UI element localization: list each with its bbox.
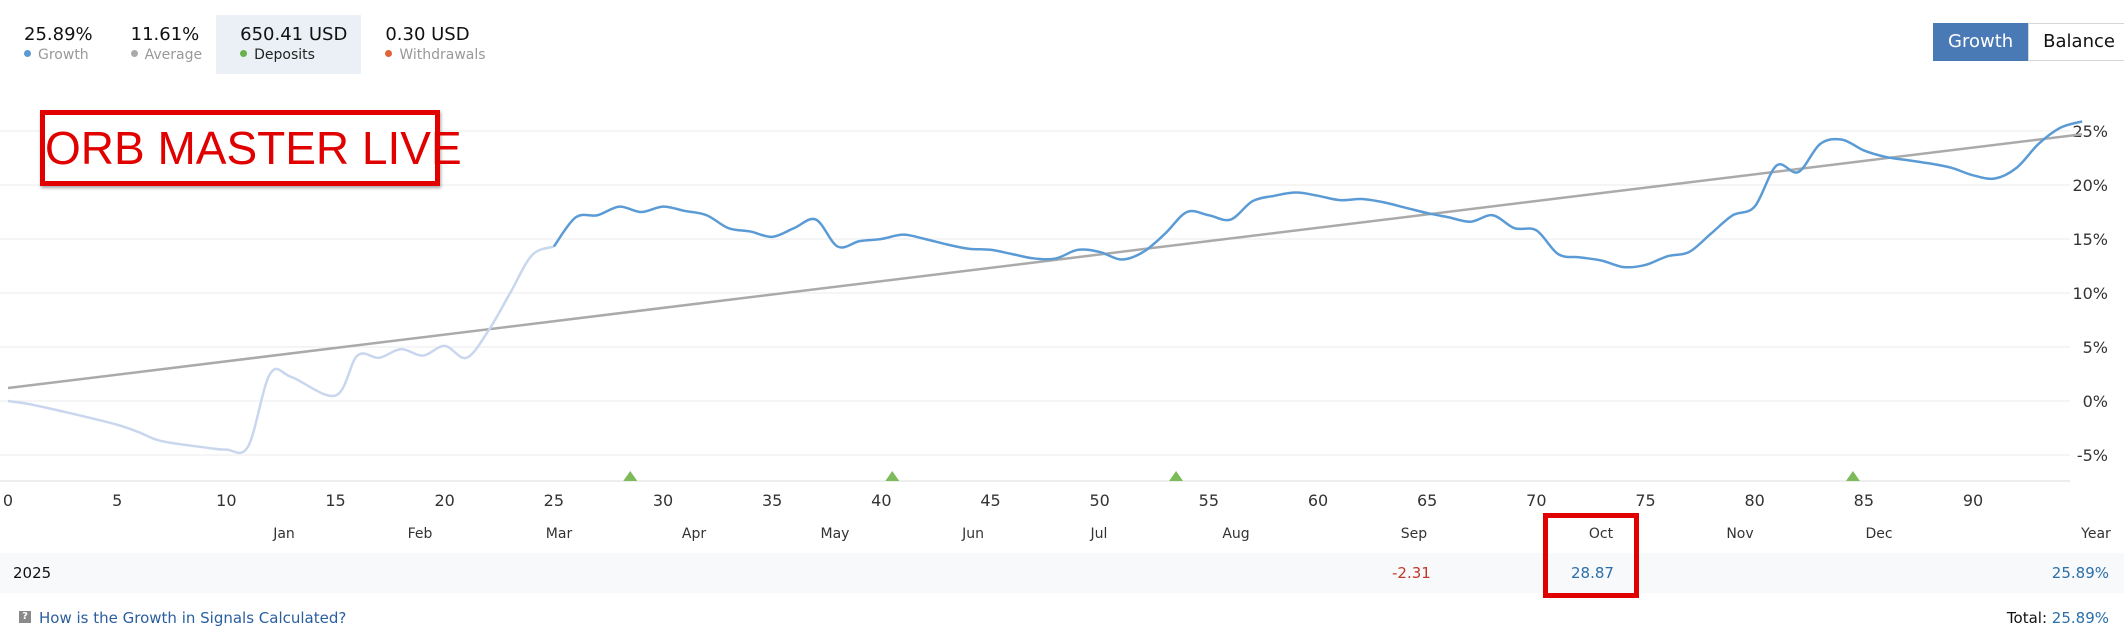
y-tick-label: 5% [2083, 338, 2108, 357]
balance-toggle-button[interactable]: Balance [2028, 23, 2124, 61]
x-tick-label: 20 [434, 491, 454, 510]
summary-year: 2025 [13, 564, 52, 582]
deposit-marker [1845, 471, 1860, 481]
stat-average-label: Average [144, 47, 203, 63]
stat-growth[interactable]: 25.89% Growth [0, 15, 107, 74]
x-tick-label: 30 [653, 491, 673, 510]
month-label-feb: Feb [408, 526, 433, 542]
growth-calculation-help-link[interactable]: How is the Growth in Signals Calculated? [39, 609, 347, 627]
average-trend-line [7, 132, 2083, 390]
x-tick-label: 35 [762, 491, 782, 510]
month-label-aug: Aug [1222, 526, 1249, 542]
stats-bar: 25.89% Growth 11.61% Average 650.41 USD … [0, 15, 500, 74]
month-label-mar: Mar [546, 526, 573, 542]
y-axis-ticks: -5% 0% 5% 10% 15% 20% 25% [2072, 122, 2108, 465]
total-label: Total: [2006, 609, 2048, 627]
x-tick-label: 0 [3, 491, 13, 510]
average-dot-icon [130, 50, 138, 57]
stat-withdrawals-label: Withdrawals [399, 47, 486, 63]
oct-highlight-box [1543, 513, 1639, 598]
deposit-marker [1169, 471, 1184, 481]
stat-withdrawals-value: 0.30 USD [385, 24, 470, 45]
growth-line-early [7, 245, 555, 455]
x-tick-label: 10 [216, 491, 236, 510]
x-tick-label: 85 [1854, 491, 1874, 510]
stat-growth-value: 25.89% [24, 24, 93, 45]
y-tick-label: 0% [2083, 392, 2108, 411]
stat-deposits[interactable]: 650.41 USD Deposits [216, 15, 362, 74]
month-label-nov: Nov [1726, 526, 1753, 542]
growth-toggle-button[interactable]: Growth [1933, 23, 2029, 61]
month-labels: Jan Feb Mar Apr May Jun Jul Aug Sep Oct Nov Dec Year [272, 526, 2111, 542]
chart-grid [0, 130, 2070, 482]
growth-line [552, 120, 2083, 269]
x-tick-label: 70 [1526, 491, 1546, 510]
y-tick-label: -5% [2077, 446, 2108, 465]
footer: ? How is the Growth in Signals Calculate… [0, 604, 2124, 632]
strategy-name-label: ORB MASTER LIVE [40, 110, 462, 186]
x-tick-label: 65 [1417, 491, 1437, 510]
x-tick-label: 90 [1963, 491, 1983, 510]
stat-deposits-value: 650.41 USD [240, 24, 348, 45]
y-tick-label: 15% [2072, 230, 2108, 249]
y-tick-label: 20% [2072, 176, 2108, 195]
sep-value: -2.31 [1392, 564, 1431, 582]
x-axis-ticks: 0 5 10 15 20 25 30 35 40 45 50 55 60 65 70 75 80 85 90 [3, 491, 1983, 510]
month-label-dec: Dec [1865, 526, 1892, 542]
x-tick-label: 50 [1089, 491, 1109, 510]
oct-value: 28.87 [1571, 564, 1614, 582]
total-value: 25.89% [2051, 609, 2109, 627]
month-label-sep: Sep [1401, 526, 1428, 542]
y-tick-label: 25% [2072, 122, 2108, 141]
month-label-apr: Apr [682, 526, 706, 542]
x-tick-label: 5 [112, 491, 122, 510]
stat-growth-label: Growth [38, 47, 89, 63]
x-tick-label: 45 [980, 491, 1000, 510]
deposit-markers [623, 471, 1860, 481]
stat-average[interactable]: 11.61% Average [107, 15, 217, 74]
y-tick-label: 10% [2072, 284, 2108, 303]
x-tick-label: 40 [871, 491, 891, 510]
x-tick-label: 55 [1199, 491, 1219, 510]
x-tick-label: 60 [1308, 491, 1328, 510]
x-tick-label: 75 [1635, 491, 1655, 510]
month-label-may: May [821, 526, 850, 542]
chart-mode-toggle: Growth Balance [1933, 23, 2124, 61]
withdrawals-dot-icon [385, 50, 393, 57]
month-label-year: Year [2080, 526, 2111, 542]
deposit-marker [623, 471, 638, 481]
year-value: 25.89% [2051, 564, 2109, 582]
deposits-dot-icon [240, 50, 248, 57]
month-label-jan: Jan [272, 526, 295, 542]
month-label-jul: Jul [1090, 526, 1108, 542]
month-label-jun: Jun [961, 526, 984, 542]
chart-lines [7, 120, 2083, 455]
stat-withdrawals[interactable]: 0.30 USD Withdrawals [361, 15, 499, 74]
x-tick-label: 80 [1744, 491, 1764, 510]
x-tick-label: 15 [325, 491, 345, 510]
stat-average-value: 11.61% [130, 24, 200, 45]
growth-dot-icon [24, 50, 31, 57]
help-icon[interactable]: ? [19, 611, 31, 623]
month-label-oct: Oct [1589, 526, 1614, 542]
deposit-marker [885, 471, 900, 481]
total-growth: Total: 25.89% [2007, 604, 2109, 632]
x-tick-label: 25 [544, 491, 564, 510]
yearly-summary-row: 2025 -2.31 28.87 25.89% [0, 553, 2124, 593]
stat-deposits-label: Deposits [254, 47, 315, 63]
